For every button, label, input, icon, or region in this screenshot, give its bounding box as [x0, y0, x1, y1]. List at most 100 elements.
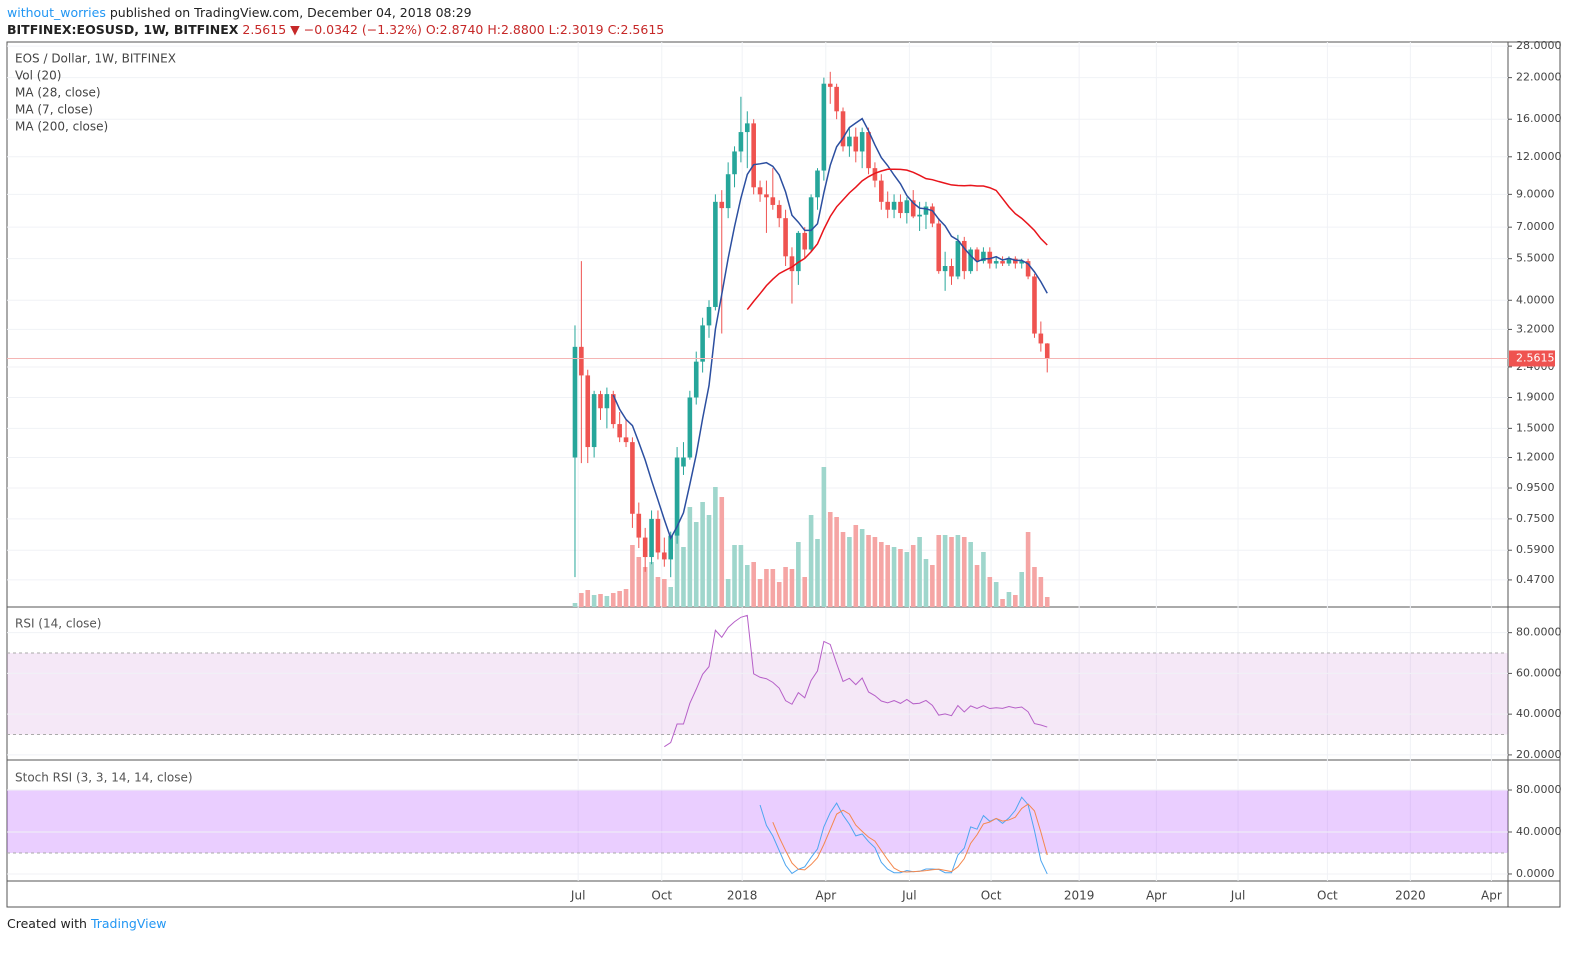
candle-body [802, 232, 808, 250]
y-tick-label: 5.5000 [1516, 252, 1555, 265]
y-tick-label: 80.0000 [1516, 626, 1562, 639]
panel-title: RSI (14, close) [15, 617, 101, 631]
candle-body [585, 375, 591, 448]
candle-body [732, 151, 737, 175]
candle-body [1025, 261, 1031, 277]
candle-body [591, 394, 597, 448]
candle-body [623, 437, 629, 443]
publish-line: without_worries published on TradingView… [7, 4, 664, 21]
volume-bar [974, 565, 980, 607]
volume-bar [1025, 532, 1031, 607]
y-tick-label: 9.0000 [1516, 187, 1555, 200]
candle-body [834, 86, 839, 112]
candle-body [859, 132, 865, 152]
legend-entry: MA (200, close) [15, 120, 108, 134]
candle-body [719, 201, 725, 209]
volume-bar [955, 535, 961, 607]
volume-bar [770, 569, 776, 607]
y-tick-label: 22.0000 [1516, 71, 1562, 84]
volume-bar [623, 589, 629, 607]
candle-body [827, 83, 833, 87]
candle-body [713, 201, 718, 307]
panel-title: Stoch RSI (3, 3, 14, 14, close) [15, 771, 193, 785]
volume-bar [572, 603, 578, 607]
volume-bar [1019, 572, 1025, 607]
candle-body [783, 218, 788, 257]
volume-bar [783, 567, 788, 607]
candle-body [674, 457, 680, 536]
volume-bar [719, 497, 725, 607]
candle-body [751, 123, 756, 188]
volume-bar [751, 562, 756, 607]
volume-bar [725, 579, 731, 607]
volume-bar [1044, 597, 1050, 607]
volume-bar [757, 579, 763, 607]
candle-body [808, 197, 814, 250]
x-tick-label: 2018 [727, 889, 758, 903]
candle-body [821, 83, 827, 171]
volume-bar [993, 582, 999, 607]
band [7, 790, 1508, 853]
volume-bar [840, 532, 846, 607]
quote: 2.5615 ▼ −0.0342 (−1.32%) O:2.8740 H:2.8… [242, 22, 665, 37]
y-tick-label: 16.0000 [1516, 112, 1562, 125]
candle-body [572, 346, 578, 458]
volume-bar [1038, 577, 1044, 607]
y-tick-label: 0.5900 [1516, 543, 1555, 556]
author[interactable]: without_worries [7, 5, 106, 20]
volume-bar [923, 559, 929, 607]
volume-bar [604, 596, 610, 607]
x-tick-label: Apr [815, 889, 836, 903]
candle-body [687, 397, 693, 458]
volume-bar [700, 502, 705, 607]
candle-body [853, 136, 859, 152]
y-tick-label: 1.5000 [1516, 421, 1555, 434]
footer: Created with TradingView [7, 916, 166, 931]
candle-body [764, 194, 769, 198]
symbol: BITFINEX:EOSUSD, 1W, BITFINEX [7, 22, 239, 37]
candle-body [789, 256, 795, 272]
x-tick-label: 2020 [1395, 889, 1426, 903]
published: published on TradingView.com, December 0… [109, 5, 472, 20]
volume-bar [764, 569, 769, 607]
candle-body [879, 180, 884, 202]
candle-body [744, 123, 750, 133]
candle-body [987, 251, 993, 264]
volume-bar [630, 545, 635, 607]
candle-body [910, 200, 916, 217]
last-price-box [1509, 350, 1555, 367]
candle-body [1044, 343, 1050, 359]
candle-body [847, 136, 852, 147]
candle-body [974, 249, 980, 262]
candle-body [796, 232, 801, 272]
volume-bar [866, 535, 871, 607]
legend-entry: MA (28, close) [15, 86, 101, 100]
volume-bar [610, 593, 616, 607]
candle-body [776, 204, 782, 219]
candle-body [1019, 261, 1025, 264]
brand[interactable]: TradingView [90, 916, 167, 931]
volume-bar [930, 565, 935, 607]
volume-bar [891, 547, 897, 607]
x-tick-label: Oct [1317, 889, 1338, 903]
y-tick-label: 1.9000 [1516, 390, 1555, 403]
x-tick-label: Oct [981, 889, 1002, 903]
legend-entry: Vol (20) [15, 69, 61, 83]
y-tick-label: 0.4700 [1516, 573, 1555, 586]
candle-body [1038, 333, 1044, 344]
candle-body [923, 206, 929, 215]
legend-entry: MA (7, close) [15, 103, 93, 117]
volume-bar [744, 565, 750, 607]
volume-bar [981, 552, 986, 607]
candle-body [725, 174, 731, 209]
candle-body [642, 537, 648, 558]
candle-body [949, 266, 954, 277]
candle-body [898, 201, 903, 214]
volume-bar [732, 545, 737, 607]
candle-body [866, 132, 871, 169]
ma-slow [746, 168, 1048, 310]
volume-bar [662, 579, 667, 607]
volume-bar [706, 515, 712, 607]
candle-body [993, 261, 999, 264]
volume-bar [802, 577, 808, 607]
